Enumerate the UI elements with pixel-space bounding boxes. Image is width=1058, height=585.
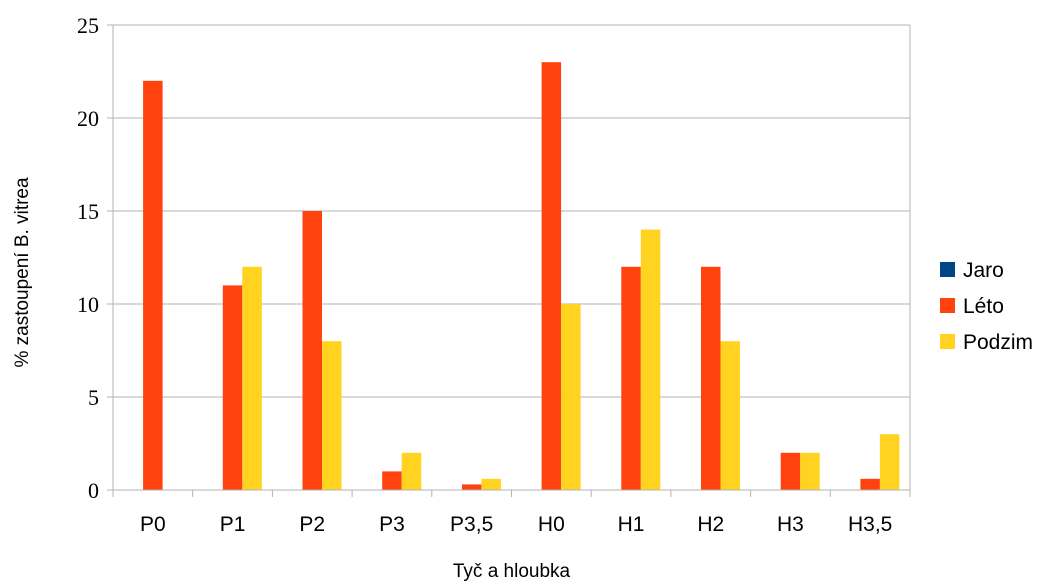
bar-podzim-h3 [800,452,820,490]
x-tick-label: H2 [697,513,724,536]
bar-l-to-h1 [621,266,641,490]
x-tick-label: P0 [140,513,166,536]
bar-l-to-h3 [780,452,801,490]
legend-swatch [940,298,955,313]
x-tick-label: P3 [379,513,405,536]
y-tick-labels: 0 5 10 15 20 25 [77,13,99,503]
bar-podzim-h2 [720,341,740,490]
y-tick-label: 20 [77,106,99,131]
legend-swatch [940,334,955,349]
bar-podzim-h0 [561,304,581,490]
y-tick-label: 25 [77,13,99,38]
bar-l-to-p0 [143,80,163,491]
bar-podzim-h1 [640,229,661,490]
bar-podzim-h3-5 [879,434,900,490]
x-tick-label: H1 [618,513,645,536]
x-tick-label: H0 [538,513,565,536]
bar-podzim-p3-5 [481,478,501,490]
x-tick-labels: P0 P1 P2 P3 P3,5 H0 H1 H2 H3 H3,5 [140,513,892,536]
bar-l-to-p3-5 [461,484,482,490]
x-tick-label: P3,5 [450,513,493,536]
y-tick-label: 0 [88,478,99,503]
bar-l-to-p3 [382,471,402,490]
bars [143,62,900,491]
bar-l-to-p2 [302,211,322,490]
x-tick-label: P2 [299,513,325,536]
bar-podzim-p1 [242,266,262,490]
x-tick-label: H3,5 [848,513,892,536]
y-tick-label: 10 [77,292,99,317]
bar-l-to-h0 [541,62,562,490]
bar-l-to-h2 [701,266,721,490]
y-axis-title: % zastoupení B. vitrea [12,177,33,368]
legend-label: Léto [963,295,1004,318]
bar-podzim-p2 [322,341,342,490]
bar-podzim-p3 [401,452,422,490]
y-tick-label: 5 [88,385,99,410]
bar-l-to-p1 [222,285,243,490]
x-tick-label: P1 [220,513,246,536]
x-axis-title: Tyč a hloubka [453,561,571,582]
legend-label: Podzim [963,331,1033,354]
axes [112,24,911,497]
bar-l-to-h3-5 [860,478,880,490]
legend: Jaro Léto Podzim [940,259,1033,354]
y-tick-label: 15 [77,199,99,224]
x-tick-label: H3 [777,513,804,536]
legend-label: Jaro [963,259,1004,282]
legend-swatch [940,262,955,277]
